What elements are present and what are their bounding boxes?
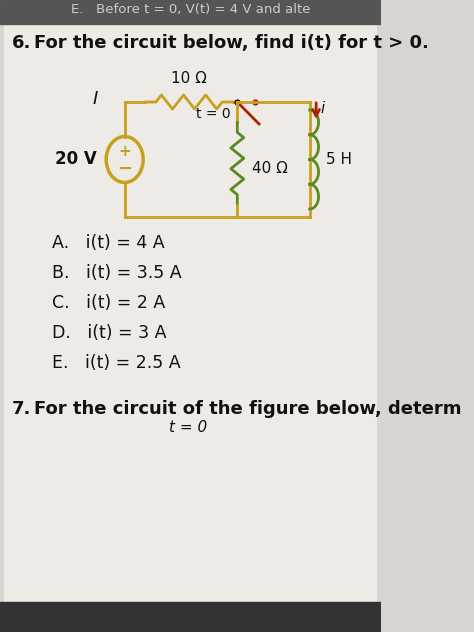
Text: 7.: 7. <box>12 400 31 418</box>
Text: i: i <box>320 101 324 116</box>
Text: t = 0: t = 0 <box>196 107 231 121</box>
Text: B.   i(t) = 3.5 A: B. i(t) = 3.5 A <box>52 264 182 282</box>
Text: −: − <box>117 159 132 178</box>
Text: C.   i(t) = 2 A: C. i(t) = 2 A <box>52 294 165 312</box>
Text: 40 Ω: 40 Ω <box>252 161 288 176</box>
Text: A.   i(t) = 4 A: A. i(t) = 4 A <box>52 234 165 252</box>
Text: 10 Ω: 10 Ω <box>171 71 207 86</box>
FancyBboxPatch shape <box>4 17 377 607</box>
Text: 6.: 6. <box>12 34 31 52</box>
Text: 20 V: 20 V <box>55 150 97 169</box>
Text: +: + <box>118 144 131 159</box>
Text: 5 H: 5 H <box>326 152 352 167</box>
Text: For the circuit of the figure below, determ: For the circuit of the figure below, det… <box>34 400 461 418</box>
Text: E.   i(t) = 2.5 A: E. i(t) = 2.5 A <box>52 354 181 372</box>
Text: E.   Before t = 0, V(t) = 4 V and alte: E. Before t = 0, V(t) = 4 V and alte <box>71 4 310 16</box>
Text: D.   i(t) = 3 A: D. i(t) = 3 A <box>52 324 167 342</box>
Text: For the circuit below, find i(t) for t > 0.: For the circuit below, find i(t) for t >… <box>34 34 428 52</box>
Text: I: I <box>92 90 98 108</box>
Bar <box>0 0 381 24</box>
Bar <box>0 602 381 632</box>
Text: t = 0: t = 0 <box>169 420 207 435</box>
